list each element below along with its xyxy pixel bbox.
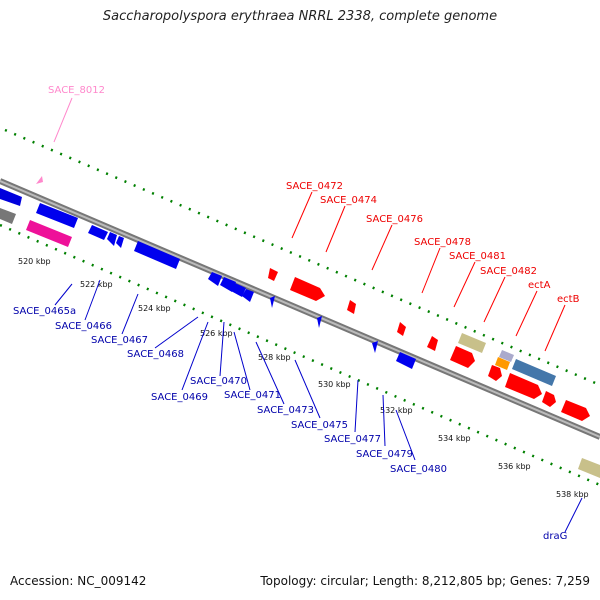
reverse-strand-genes (0, 188, 416, 369)
gene-label-sace-0467: SACE_0467 (91, 335, 148, 346)
gene-label-sace-0478: SACE_0478 (414, 237, 471, 248)
outer-tick-track (4, 128, 600, 387)
gene-feature-reverse (208, 272, 222, 286)
gene-feature-reverse (134, 241, 180, 269)
gene-feature-forward (561, 400, 590, 421)
tick-label: 530 kbp (318, 380, 351, 389)
gene-label-ectb: ectB (557, 294, 580, 305)
gene-feature-forward (397, 322, 406, 336)
gene-feature-forward (542, 391, 556, 407)
tick-label: 536 kbp (498, 462, 531, 471)
gene-feature-reverse (231, 283, 246, 297)
gene-label-drag: draG (543, 531, 567, 542)
gene-feature-reverse (372, 341, 378, 353)
gene-feature-forward (427, 336, 438, 351)
olive-feature (458, 333, 486, 353)
gene-feature-forward (347, 300, 356, 314)
misc-features (0, 176, 600, 478)
gene-feature-forward (450, 346, 475, 368)
gene-label-sace-0480: SACE_0480 (390, 464, 447, 475)
pseudo-gene-feature (36, 176, 43, 184)
gene-label-sace-0470: SACE_0470 (190, 376, 247, 387)
gene-label-sace-0474: SACE_0474 (320, 195, 377, 206)
forward-strand-genes (268, 268, 590, 421)
gene-label-sace-0466: SACE_0466 (55, 321, 112, 332)
gene-feature-reverse (36, 203, 78, 228)
gene-feature-forward (290, 277, 325, 301)
accession-text: Accession: NC_009142 (10, 574, 147, 588)
gene-feature-reverse (396, 352, 416, 369)
map-title: Saccharopolyspora erythraea NRRL 2338, c… (102, 9, 498, 24)
pink-gene-feature (26, 220, 72, 247)
olive-feature (578, 458, 600, 478)
gene-label-sace-0471: SACE_0471 (224, 390, 281, 401)
gene-label-sace-0475: SACE_0475 (291, 420, 348, 431)
gene-feature-reverse (220, 277, 236, 292)
label-leaders-top (53, 97, 566, 352)
gene-feature-forward (268, 268, 278, 281)
gene-labels-bottom: SACE_0465a SACE_0466 SACE_0467 SACE_0468… (13, 306, 567, 542)
gene-label-sace-0469: SACE_0469 (151, 392, 208, 403)
gene-feature-forward (488, 365, 502, 381)
gene-feature-reverse (270, 296, 275, 308)
label-leaders-bottom (54, 279, 583, 533)
gene-label-sace-0479: SACE_0479 (356, 449, 413, 460)
gene-feature-reverse (107, 232, 117, 246)
gray-feature (0, 208, 16, 224)
gene-label-sace-0472: SACE_0472 (286, 181, 343, 192)
gene-label-sace-0465a: SACE_0465a (13, 306, 76, 317)
gene-feature-reverse (317, 316, 322, 328)
gene-feature-reverse (242, 289, 254, 302)
gene-label-sace-0476: SACE_0476 (366, 214, 423, 225)
tick-label: 520 kbp (18, 257, 51, 266)
gene-feature-reverse (88, 225, 108, 240)
genome-summary-text: Topology: circular; Length: 8,212,805 bp… (260, 574, 590, 588)
grey-small-feature (499, 350, 514, 362)
tick-label: 528 kbp (258, 353, 291, 362)
genome-backbone (0, 178, 600, 440)
gene-labels-top: SACE_8012 SACE_0472 SACE_0474 SACE_0476 … (48, 85, 580, 305)
tick-label: 524 kbp (138, 304, 171, 313)
orange-feature (495, 357, 510, 370)
gene-feature-reverse (116, 236, 124, 248)
gene-label-sace-0473: SACE_0473 (257, 405, 314, 416)
gene-feature-reverse (0, 188, 22, 206)
tick-label: 534 kbp (438, 434, 471, 443)
gene-label-sace-0477: SACE_0477 (324, 434, 381, 445)
gene-label-sace-0468: SACE_0468 (127, 349, 184, 360)
gene-label-sace-0481: SACE_0481 (449, 251, 506, 262)
steelblue-feature (512, 359, 556, 386)
gene-label-sace-8012: SACE_8012 (48, 85, 105, 96)
tick-label: 522 kbp (80, 280, 113, 289)
tick-label: 526 kbp (200, 329, 233, 338)
tick-label: 538 kbp (556, 490, 589, 499)
gene-label-sace-0482: SACE_0482 (480, 266, 537, 277)
gene-feature-forward (505, 373, 542, 399)
gene-label-ecta: ectA (528, 280, 551, 291)
